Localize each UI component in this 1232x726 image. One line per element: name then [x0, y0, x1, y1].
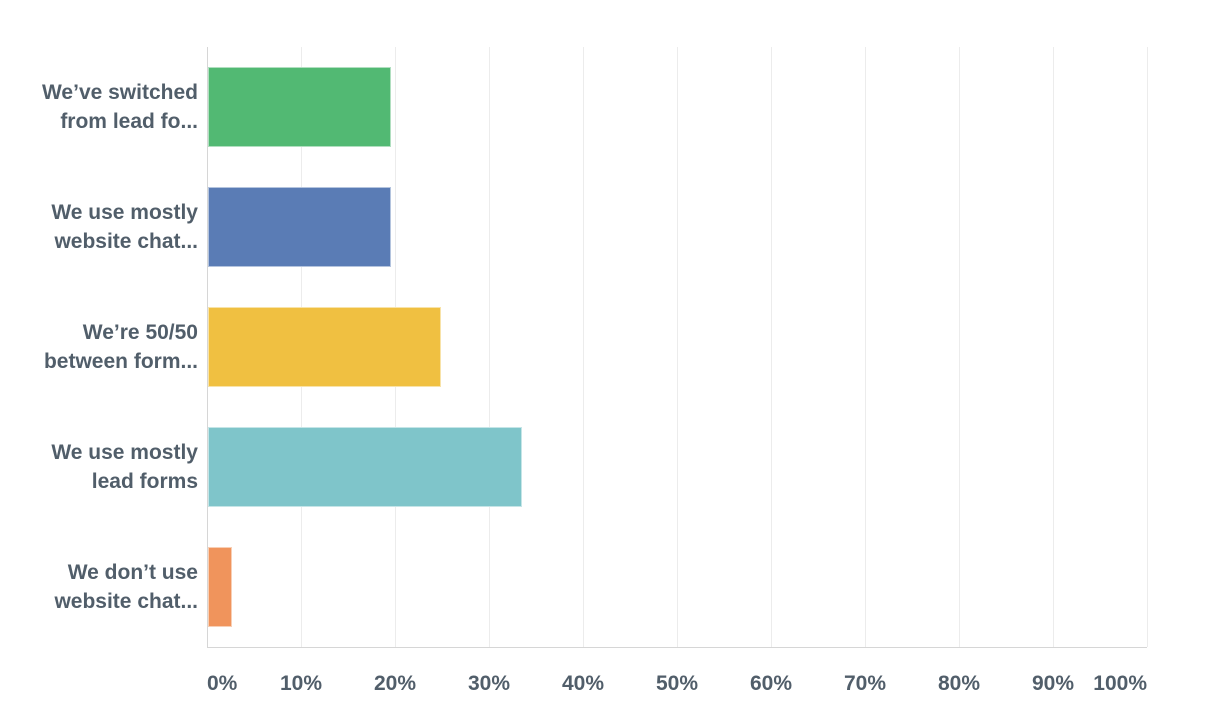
- category-label: We use mostly lead forms: [0, 438, 198, 496]
- bar-1: [208, 67, 391, 147]
- category-label: We’re 50/50 between form...: [0, 318, 198, 376]
- x-tick-label: 100%: [1093, 672, 1147, 695]
- category-label-line: between form...: [43, 350, 198, 373]
- x-tick-label: 90%: [1031, 672, 1075, 695]
- category-label: We use mostly website chat...: [0, 198, 198, 256]
- bar-5: [208, 547, 232, 627]
- gridline: [959, 47, 960, 647]
- x-tick-label: 50%: [655, 672, 699, 695]
- y-axis-line: [207, 47, 208, 647]
- category-label-line: We use mostly: [51, 441, 198, 464]
- x-tick-label: 10%: [279, 672, 323, 695]
- bar-3: [208, 307, 441, 387]
- category-label: We’ve switched from lead fo...: [0, 78, 198, 136]
- plot-area: [207, 47, 1148, 648]
- bar-2: [208, 187, 391, 267]
- x-axis-line: [207, 647, 1147, 648]
- gridline: [1053, 47, 1054, 647]
- gridline: [771, 47, 772, 647]
- bar-4: [208, 427, 522, 507]
- category-label: We don’t use website chat...: [0, 558, 198, 616]
- x-tick-label: 40%: [561, 672, 605, 695]
- x-tick-label: 70%: [843, 672, 887, 695]
- category-label-line: website chat...: [54, 590, 198, 613]
- category-label-line: lead forms: [91, 470, 198, 493]
- x-tick-label: 20%: [373, 672, 417, 695]
- x-tick-label: 60%: [749, 672, 793, 695]
- x-tick-label: 0%: [207, 672, 238, 695]
- x-tick-label: 80%: [937, 672, 981, 695]
- gridline: [583, 47, 584, 647]
- gridline: [489, 47, 490, 647]
- category-label-line: from lead fo...: [60, 110, 198, 133]
- gridline: [1147, 47, 1148, 647]
- gridline: [865, 47, 866, 647]
- category-label-line: We’re 50/50: [82, 321, 198, 344]
- gridline: [677, 47, 678, 647]
- category-label-line: website chat...: [54, 230, 198, 253]
- category-label-line: We’ve switched: [41, 81, 198, 104]
- x-tick-label: 30%: [467, 672, 511, 695]
- category-label-line: We use mostly: [51, 201, 198, 224]
- category-label-line: We don’t use: [67, 561, 198, 584]
